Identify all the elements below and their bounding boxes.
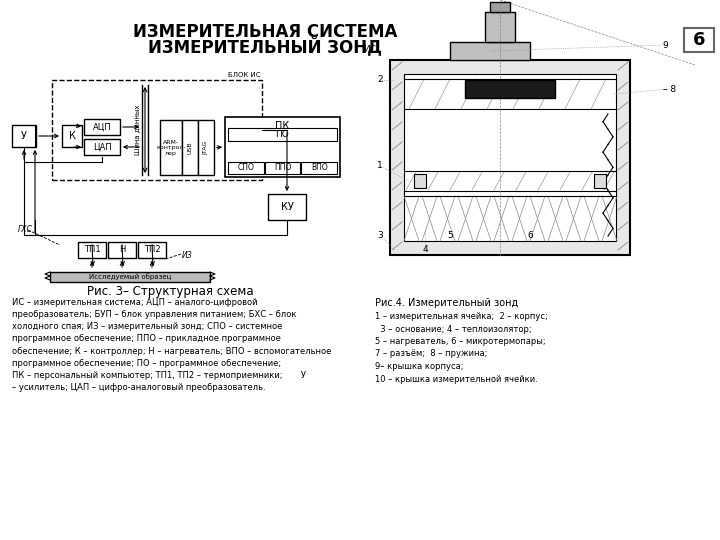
Text: СПО: СПО <box>238 164 254 172</box>
Text: К: К <box>68 131 76 141</box>
Bar <box>228 128 337 141</box>
Text: У: У <box>21 131 27 141</box>
Text: ARM-: ARM- <box>163 140 179 145</box>
Text: Рис.4. Измерительный зонд: Рис.4. Измерительный зонд <box>375 298 518 308</box>
Text: контрол-: контрол- <box>156 145 186 150</box>
Text: ТП2: ТП2 <box>144 246 161 254</box>
Bar <box>108 242 136 258</box>
Bar <box>182 120 198 175</box>
Text: ВПО: ВПО <box>311 164 328 172</box>
Bar <box>450 42 530 60</box>
Bar <box>225 117 340 177</box>
Bar <box>265 162 300 174</box>
Text: ТП1: ТП1 <box>84 246 100 254</box>
Bar <box>268 194 306 220</box>
Text: 5: 5 <box>447 232 453 240</box>
Text: USB: USB <box>187 141 192 154</box>
Bar <box>414 174 426 188</box>
Text: ИЗ: ИЗ <box>182 251 193 260</box>
Bar <box>302 162 337 174</box>
Text: 9: 9 <box>662 40 668 50</box>
Bar <box>465 80 555 98</box>
Text: ГХС: ГХС <box>18 226 33 234</box>
Text: 1: 1 <box>377 161 383 171</box>
Bar <box>84 119 120 135</box>
Bar <box>138 242 166 258</box>
Text: 2: 2 <box>377 76 383 84</box>
Bar <box>404 74 616 241</box>
Bar <box>684 28 714 52</box>
Bar <box>160 120 182 175</box>
Text: Исследуемый образец: Исследуемый образец <box>89 274 171 280</box>
Bar <box>228 162 264 174</box>
Text: 6: 6 <box>693 31 706 49</box>
Text: ИС – измерительная система; АЦП – аналого-цифровой
преобразователь; БУП – блок у: ИС – измерительная система; АЦП – аналог… <box>12 298 331 392</box>
Text: БЛОК ИС: БЛОК ИС <box>228 72 260 78</box>
Text: Н: Н <box>119 246 125 254</box>
Text: ИС: ИС <box>364 45 377 55</box>
Bar <box>198 120 214 175</box>
Bar <box>62 125 82 147</box>
Text: КУ: КУ <box>281 202 294 212</box>
Bar <box>485 12 515 42</box>
Bar <box>390 60 630 255</box>
Bar <box>50 272 210 282</box>
Bar <box>78 242 106 258</box>
Text: Шина данных: Шина данных <box>134 105 140 156</box>
Text: 1 – измерительная ячейка;  2 – корпус;
  3 – основание; 4 – теплоизолятор;
5 – н: 1 – измерительная ячейка; 2 – корпус; 3 … <box>375 312 548 383</box>
Text: ИЗМЕРИТЕЛЬНАЯ СИСТЕМА: ИЗМЕРИТЕЛЬНАЯ СИСТЕМА <box>132 23 397 41</box>
Text: 6: 6 <box>527 232 533 240</box>
Text: АЦП: АЦП <box>93 123 112 132</box>
Text: ПК: ПК <box>275 121 289 131</box>
Text: Рис. 3– Структурная схема: Рис. 3– Структурная схема <box>86 286 253 299</box>
Text: ЦАП: ЦАП <box>93 143 112 152</box>
Bar <box>12 125 36 147</box>
Text: 3: 3 <box>377 231 383 240</box>
Bar <box>52 80 262 180</box>
Text: ИЗМЕРИТЕЛЬНЫЙ ЗОНД: ИЗМЕРИТЕЛЬНЫЙ ЗОНД <box>148 38 382 58</box>
Text: ППО: ППО <box>274 164 291 172</box>
Text: лер: лер <box>165 151 177 156</box>
Bar <box>84 139 120 155</box>
Text: JTAG: JTAG <box>204 140 209 154</box>
Text: – 8: – 8 <box>663 84 677 93</box>
Bar <box>594 174 606 188</box>
Text: 4: 4 <box>422 246 428 254</box>
Text: ПО: ПО <box>276 130 289 139</box>
Bar <box>490 2 510 12</box>
